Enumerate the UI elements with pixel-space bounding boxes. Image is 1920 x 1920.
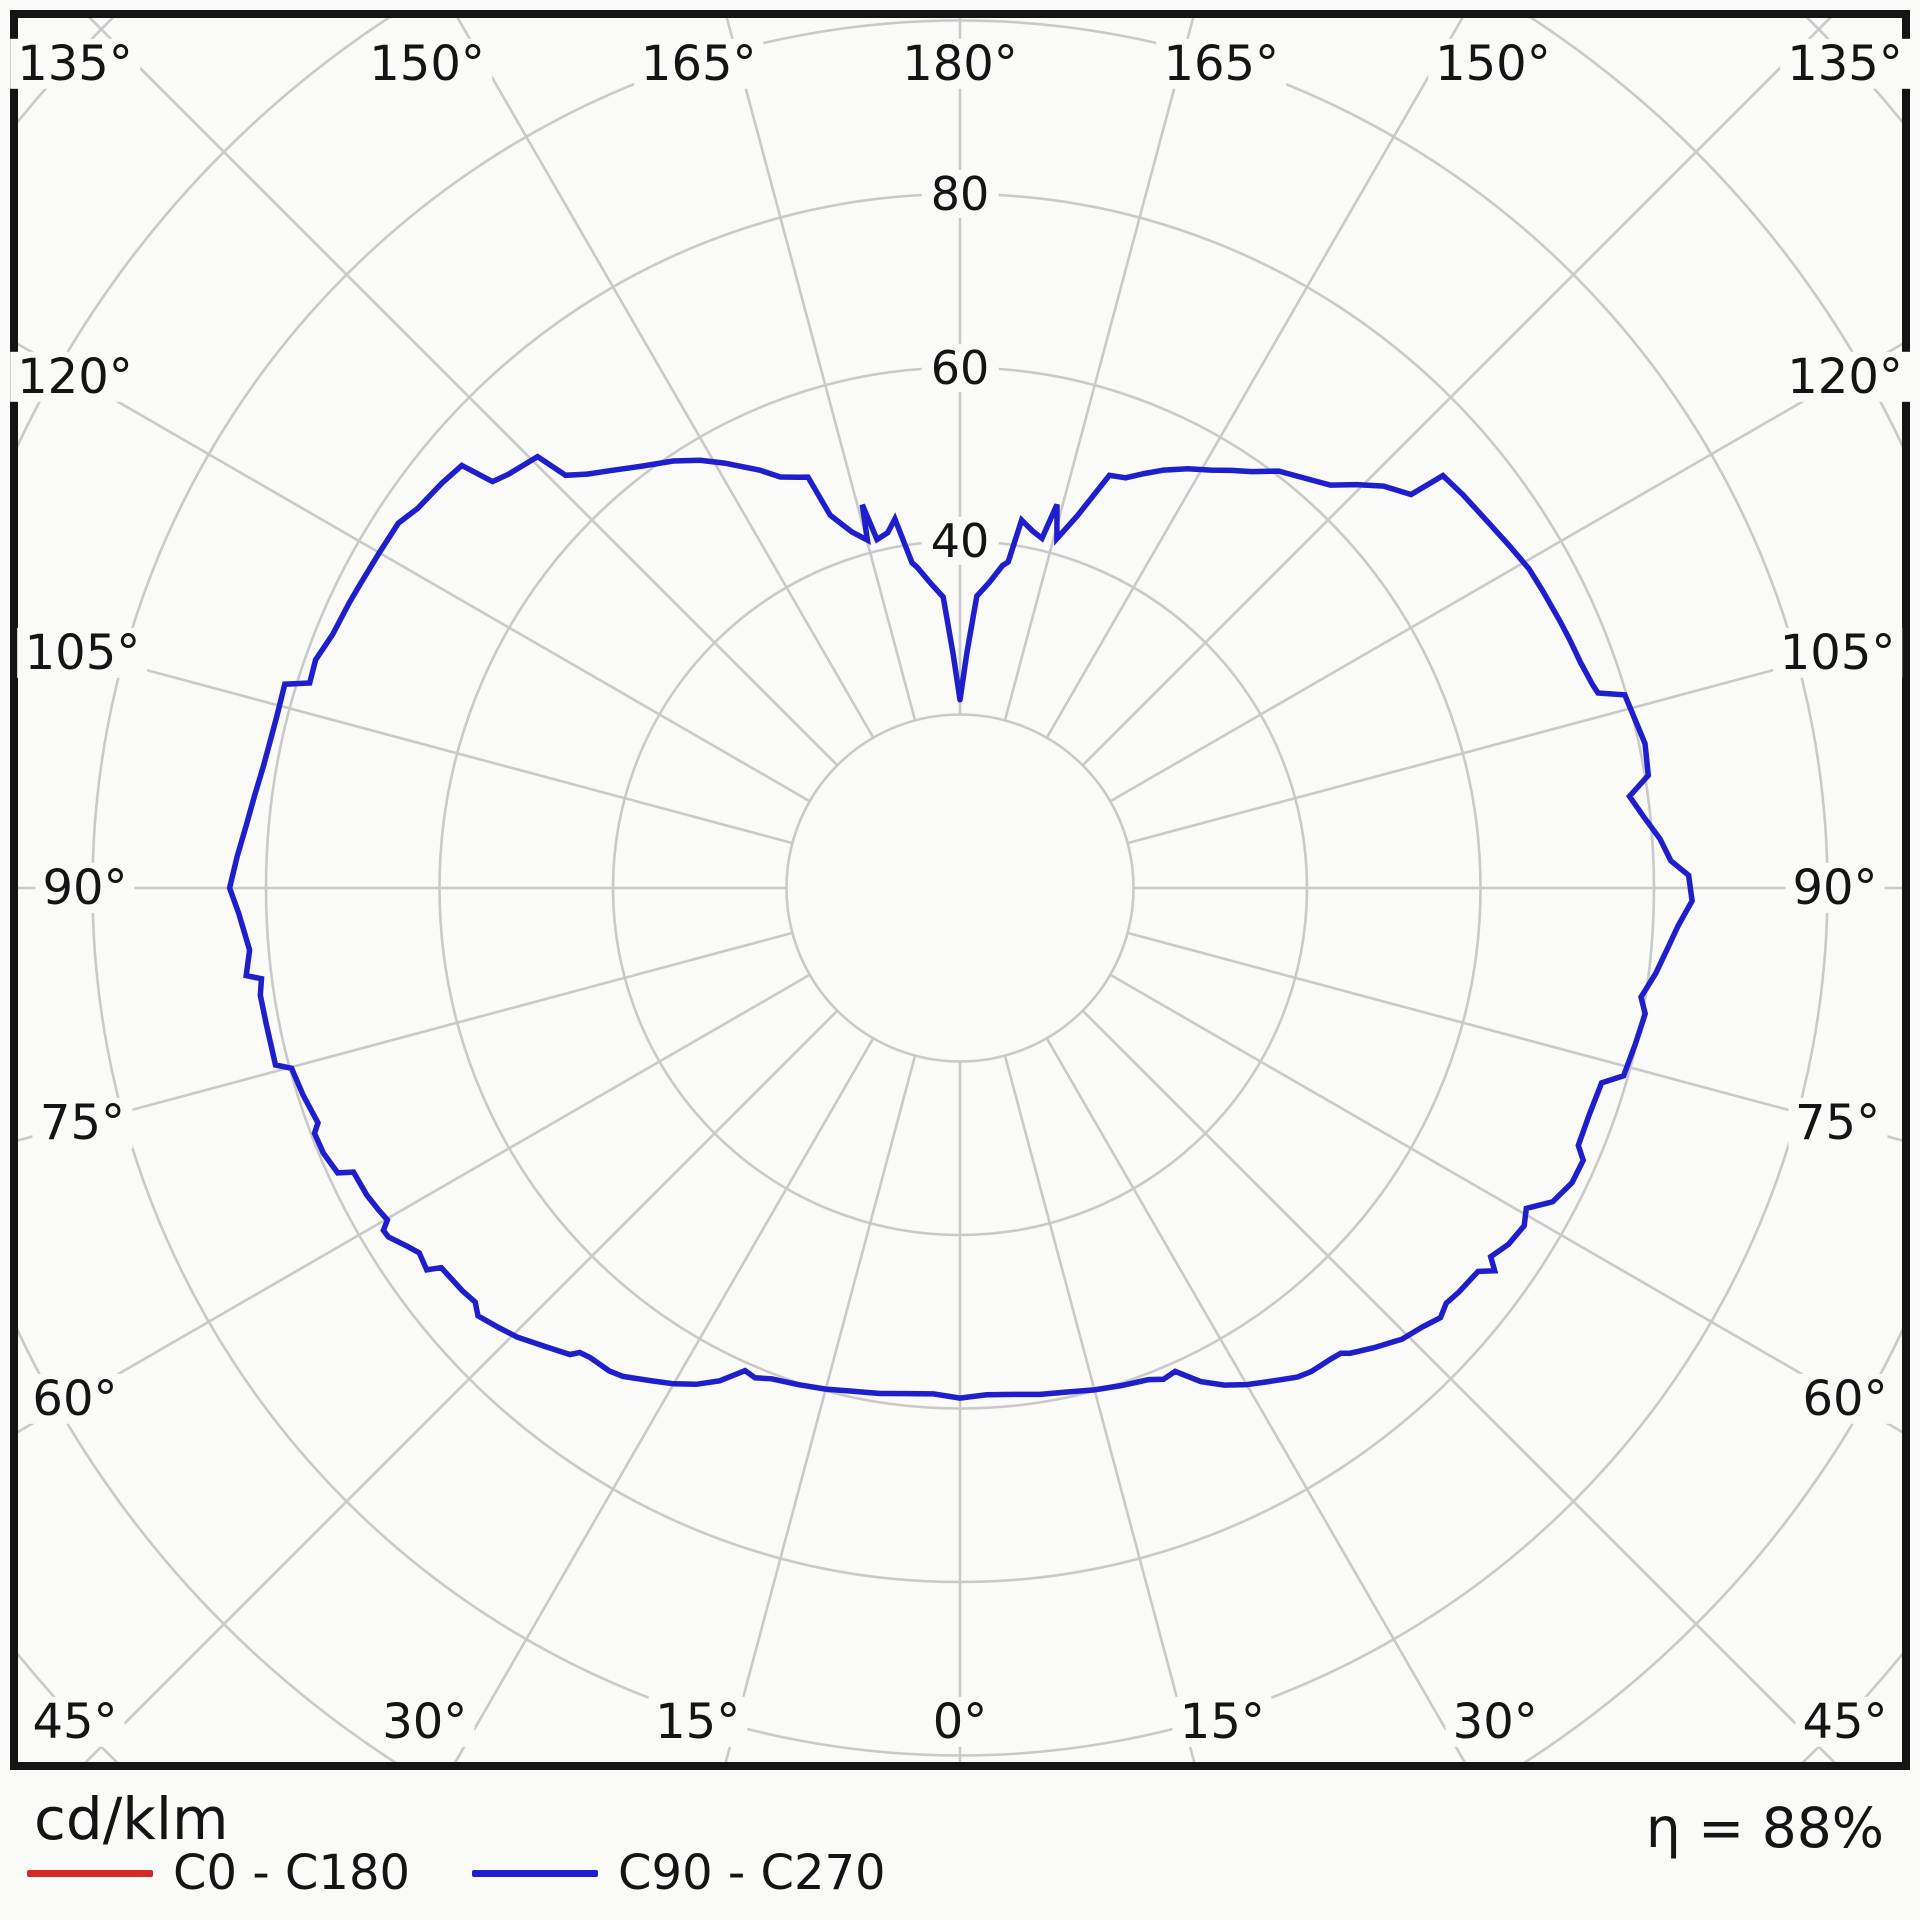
blue-line-swatch <box>472 1869 599 1877</box>
plot-frame <box>10 10 1910 1770</box>
legend-label-c90-c270: C90 - C270 <box>618 1845 886 1901</box>
units-label: cd/klm <box>34 1785 229 1853</box>
legend: C0 - C180 C90 - C270 <box>27 1845 886 1901</box>
legend-label-c0-c180: C0 - C180 <box>173 1845 411 1901</box>
curve-c90-c270 <box>226 453 1695 1401</box>
red-line-swatch <box>27 1869 153 1877</box>
legend-entry-c0-c180: C0 - C180 <box>27 1845 410 1901</box>
efficiency-label: η = 88% <box>1645 1796 1884 1860</box>
legend-entry-c90-c270: C90 - C270 <box>472 1845 886 1901</box>
